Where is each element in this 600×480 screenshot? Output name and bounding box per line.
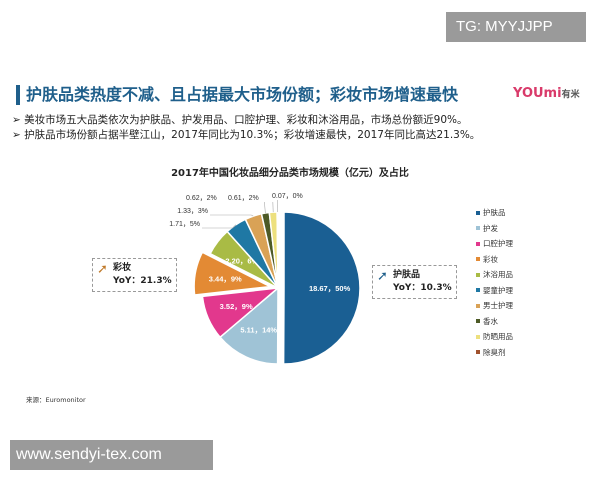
legend-item: 彩妆	[476, 252, 513, 268]
legend-item: 除臭剂	[476, 345, 513, 361]
pie-slice-3	[193, 251, 273, 296]
legend-item: 防晒用品	[476, 329, 513, 345]
legend-swatch	[476, 334, 480, 339]
pie-slice-9	[276, 211, 279, 289]
callout-makeup: ➚ 彩妆 YoY：21.3%	[92, 258, 177, 292]
legend-item: 沐浴用品	[476, 267, 513, 283]
legend-label: 沐浴用品	[483, 270, 513, 280]
data-label: 3.44，9%	[209, 274, 242, 283]
legend-swatch	[476, 226, 480, 231]
legend-item: 香水	[476, 314, 513, 330]
data-label: 0.07，0%	[272, 193, 303, 200]
pie-slice-1	[219, 286, 279, 365]
chart-legend: 护肤品护发口腔护理彩妆沐浴用品婴童护理男士护理香水防晒用品除臭剂	[476, 205, 513, 360]
legend-swatch	[476, 257, 480, 262]
legend-label: 婴童护理	[483, 285, 513, 295]
data-label: 0.62，2%	[186, 195, 217, 202]
pie-slice-2	[201, 286, 281, 339]
legend-label: 护肤品	[483, 208, 506, 218]
callout-skincare: ➚ 护肤品 YoY：10.3%	[372, 265, 457, 299]
watermark-bottom: www.sendyi-tex.com	[10, 440, 213, 470]
data-label: 0.61，2%	[228, 195, 259, 202]
bullet-2: ➢ 护肤品市场份额占据半壁江山，2017年同比为10.3%；彩妆增速最快，201…	[12, 129, 481, 141]
chart-title: 2017年中国化妆品细分品类市场规模（亿元）及占比	[171, 168, 409, 179]
legend-label: 除臭剂	[483, 347, 506, 357]
logo: YOUmi有米	[513, 86, 580, 101]
legend-label: 防晒用品	[483, 332, 513, 342]
data-label: 18.67，50%	[309, 284, 351, 293]
legend-swatch	[476, 303, 480, 308]
legend-item: 口腔护理	[476, 236, 513, 252]
legend-item: 婴童护理	[476, 283, 513, 299]
leader-line	[202, 224, 237, 229]
pie-slice-0	[282, 211, 361, 365]
legend-swatch	[476, 350, 480, 355]
legend-swatch	[476, 319, 480, 324]
data-label: 5.11，14%	[240, 325, 277, 334]
legend-item: 护发	[476, 221, 513, 237]
trend-up-arrow-icon: ➚	[377, 269, 388, 284]
legend-label: 香水	[483, 316, 498, 326]
legend-label: 护发	[483, 223, 498, 233]
watermark-top: TG: MYYJJPP	[446, 12, 586, 42]
data-label: 1.71，5%	[169, 221, 200, 228]
legend-swatch	[476, 288, 480, 293]
data-label: 1.33，3%	[177, 208, 208, 215]
bullet-1: ➢ 美妆市场五大品类依次为护肤品、护发用品、口腔护理、彩妆和沐浴用品，市场总份额…	[12, 114, 468, 126]
data-label: 2.20，6%	[225, 256, 258, 265]
legend-item: 护肤品	[476, 205, 513, 221]
legend-item: 男士护理	[476, 298, 513, 314]
data-label: 3.52，9%	[220, 302, 253, 311]
source-note: 来源：Euromonitor	[26, 396, 86, 404]
leader-line	[264, 201, 266, 214]
legend-swatch	[476, 210, 480, 215]
legend-swatch	[476, 272, 480, 277]
page-title: 护肤品类热度不减、且占据最大市场份额；彩妆市场增速最快	[16, 85, 458, 105]
trend-up-arrow-icon: ➚	[97, 262, 108, 277]
legend-label: 口腔护理	[483, 239, 513, 249]
legend-label: 男士护理	[483, 301, 513, 311]
legend-label: 彩妆	[483, 254, 498, 264]
legend-swatch	[476, 241, 480, 246]
leader-line	[210, 214, 254, 217]
